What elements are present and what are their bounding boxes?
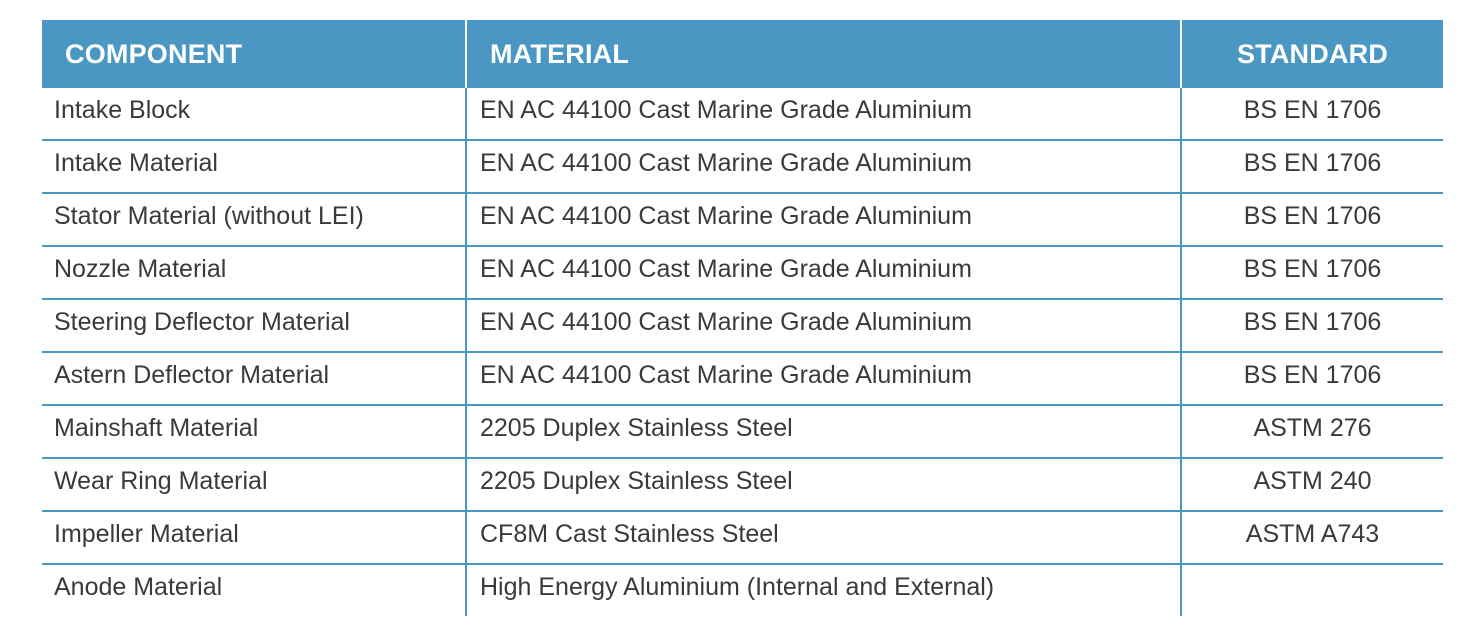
cell-standard bbox=[1181, 564, 1443, 616]
cell-component: Wear Ring Material bbox=[42, 458, 467, 512]
cell-material: EN AC 44100 Cast Marine Grade Aluminium bbox=[466, 246, 1182, 300]
table-row: Mainshaft Material 2205 Duplex Stainless… bbox=[42, 405, 1443, 459]
cell-standard: ASTM 276 bbox=[1181, 405, 1443, 459]
cell-material: EN AC 44100 Cast Marine Grade Aluminium bbox=[466, 193, 1182, 247]
table-row: Intake Material EN AC 44100 Cast Marine … bbox=[42, 140, 1443, 194]
cell-material: EN AC 44100 Cast Marine Grade Aluminium bbox=[466, 299, 1182, 353]
materials-table: COMPONENT MATERIAL STANDARD Intake Block… bbox=[42, 20, 1443, 616]
cell-standard: ASTM A743 bbox=[1181, 511, 1443, 565]
cell-component: Intake Block bbox=[42, 88, 467, 141]
cell-component: Impeller Material bbox=[42, 511, 467, 565]
cell-material: EN AC 44100 Cast Marine Grade Aluminium bbox=[466, 88, 1182, 141]
header-material: MATERIAL bbox=[466, 20, 1182, 88]
cell-component: Intake Material bbox=[42, 140, 467, 194]
cell-standard: BS EN 1706 bbox=[1181, 246, 1443, 300]
table-row: Nozzle Material EN AC 44100 Cast Marine … bbox=[42, 246, 1443, 300]
cell-component: Astern Deflector Material bbox=[42, 352, 467, 406]
cell-standard: BS EN 1706 bbox=[1181, 299, 1443, 353]
cell-component: Stator Material (without LEI) bbox=[42, 193, 467, 247]
cell-standard: BS EN 1706 bbox=[1181, 352, 1443, 406]
cell-standard: ASTM 240 bbox=[1181, 458, 1443, 512]
table-row: Wear Ring Material 2205 Duplex Stainless… bbox=[42, 458, 1443, 512]
cell-material: EN AC 44100 Cast Marine Grade Aluminium bbox=[466, 352, 1182, 406]
cell-standard: BS EN 1706 bbox=[1181, 88, 1443, 141]
cell-component: Nozzle Material bbox=[42, 246, 467, 300]
header-standard: STANDARD bbox=[1181, 20, 1443, 88]
table-row: Astern Deflector Material EN AC 44100 Ca… bbox=[42, 352, 1443, 406]
cell-standard: BS EN 1706 bbox=[1181, 140, 1443, 194]
cell-component: Mainshaft Material bbox=[42, 405, 467, 459]
cell-component: Anode Material bbox=[42, 564, 467, 616]
table-row: Impeller Material CF8M Cast Stainless St… bbox=[42, 511, 1443, 565]
table-row: Anode Material High Energy Aluminium (In… bbox=[42, 564, 1443, 616]
cell-material: 2205 Duplex Stainless Steel bbox=[466, 405, 1182, 459]
cell-material: EN AC 44100 Cast Marine Grade Aluminium bbox=[466, 140, 1182, 194]
cell-material: CF8M Cast Stainless Steel bbox=[466, 511, 1182, 565]
cell-component: Steering Deflector Material bbox=[42, 299, 467, 353]
cell-standard: BS EN 1706 bbox=[1181, 193, 1443, 247]
header-component: COMPONENT bbox=[42, 20, 467, 88]
cell-material: High Energy Aluminium (Internal and Exte… bbox=[466, 564, 1182, 616]
table-row: Intake Block EN AC 44100 Cast Marine Gra… bbox=[42, 88, 1443, 141]
header-row: COMPONENT MATERIAL STANDARD bbox=[42, 20, 1443, 88]
cell-material: 2205 Duplex Stainless Steel bbox=[466, 458, 1182, 512]
table-header: COMPONENT MATERIAL STANDARD bbox=[42, 20, 1443, 88]
table-row: Stator Material (without LEI) EN AC 4410… bbox=[42, 193, 1443, 247]
table-body: Intake Block EN AC 44100 Cast Marine Gra… bbox=[42, 88, 1443, 616]
table-row: Steering Deflector Material EN AC 44100 … bbox=[42, 299, 1443, 353]
